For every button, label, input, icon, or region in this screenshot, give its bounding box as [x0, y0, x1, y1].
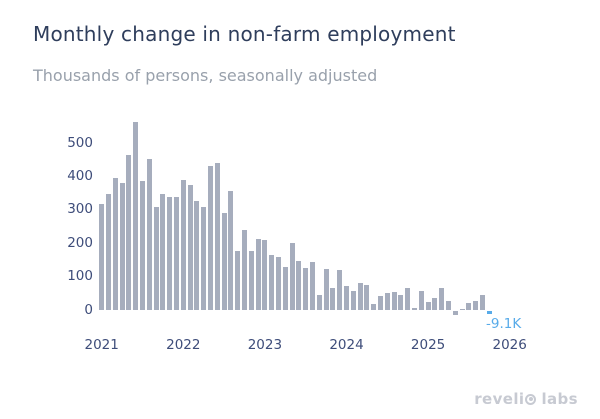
logo-o-icon [525, 393, 537, 405]
x-axis-tick: 2021 [84, 337, 119, 353]
bar[interactable] [364, 285, 370, 311]
y-axis-tick: 400 [67, 168, 93, 185]
y-axis-tick: 200 [67, 234, 93, 251]
bar[interactable] [391, 291, 397, 311]
bar[interactable] [146, 159, 152, 311]
bar[interactable] [140, 181, 145, 311]
bar[interactable] [310, 261, 315, 311]
bar[interactable] [473, 301, 479, 311]
bar[interactable] [106, 194, 111, 311]
bar[interactable] [167, 196, 173, 311]
bar[interactable] [337, 270, 343, 311]
bar[interactable] [296, 261, 302, 311]
brand-logo-text-left: reveli [474, 390, 525, 408]
bar[interactable] [255, 239, 261, 311]
x-axis-tick: 2023 [247, 337, 283, 353]
bar[interactable] [316, 295, 322, 311]
bar[interactable] [180, 180, 186, 311]
bar[interactable] [289, 243, 295, 311]
bar[interactable] [384, 293, 390, 311]
bar[interactable] [153, 206, 159, 311]
bar[interactable] [432, 297, 438, 311]
bar[interactable] [350, 291, 356, 311]
bar[interactable] [459, 308, 465, 311]
y-axis-tick: 100 [67, 268, 93, 285]
bar[interactable] [248, 251, 254, 311]
bar[interactable] [418, 291, 424, 311]
bar[interactable] [412, 307, 417, 311]
bar[interactable] [405, 288, 411, 311]
bar[interactable] [439, 288, 445, 311]
bar[interactable] [126, 155, 132, 311]
last-value-label: -9.1K [486, 316, 522, 332]
bar[interactable] [112, 178, 118, 311]
brand-logo-text-right: labs [541, 390, 578, 408]
bar[interactable] [466, 303, 472, 311]
y-axis-tick: 0 [84, 301, 93, 318]
bar[interactable] [160, 194, 166, 311]
bar[interactable] [425, 301, 431, 311]
x-axis-tick: 2022 [166, 337, 201, 353]
y-axis-tick: 500 [67, 134, 93, 151]
bar[interactable] [344, 286, 349, 311]
x-axis-tick: 2025 [410, 337, 446, 353]
x-axis-tick: 2026 [492, 337, 527, 353]
bar[interactable] [480, 295, 485, 311]
y-axis-tick: 300 [67, 201, 93, 218]
bar[interactable] [303, 267, 309, 311]
bar[interactable] [357, 283, 363, 311]
bar[interactable] [378, 296, 383, 311]
bar[interactable] [174, 196, 179, 311]
bar[interactable] [235, 251, 241, 311]
bar[interactable] [446, 301, 451, 311]
bar[interactable] [398, 295, 404, 311]
bar-highlighted[interactable] [486, 310, 492, 314]
bar[interactable] [452, 310, 458, 316]
brand-logo: reveli labs [474, 390, 578, 408]
bar[interactable] [269, 255, 275, 311]
bar[interactable] [330, 288, 336, 311]
bar[interactable] [242, 230, 247, 311]
bar[interactable] [228, 191, 234, 311]
bar[interactable] [282, 266, 288, 311]
bar[interactable] [214, 162, 220, 311]
bar[interactable] [262, 240, 268, 311]
bar[interactable] [99, 203, 105, 311]
bar[interactable] [323, 269, 329, 311]
bar[interactable] [371, 304, 377, 311]
x-axis-tick: 2024 [329, 337, 364, 353]
bar[interactable] [276, 256, 281, 311]
chart-subtitle: Thousands of persons, seasonally adjuste… [33, 66, 378, 85]
bar[interactable] [187, 185, 193, 311]
bar[interactable] [194, 201, 200, 311]
bar[interactable] [208, 165, 213, 311]
bar[interactable] [201, 206, 207, 311]
bar[interactable] [119, 183, 125, 311]
page-title: Monthly change in non-farm employment [33, 22, 456, 46]
bar[interactable] [133, 122, 139, 311]
bar[interactable] [221, 213, 227, 311]
